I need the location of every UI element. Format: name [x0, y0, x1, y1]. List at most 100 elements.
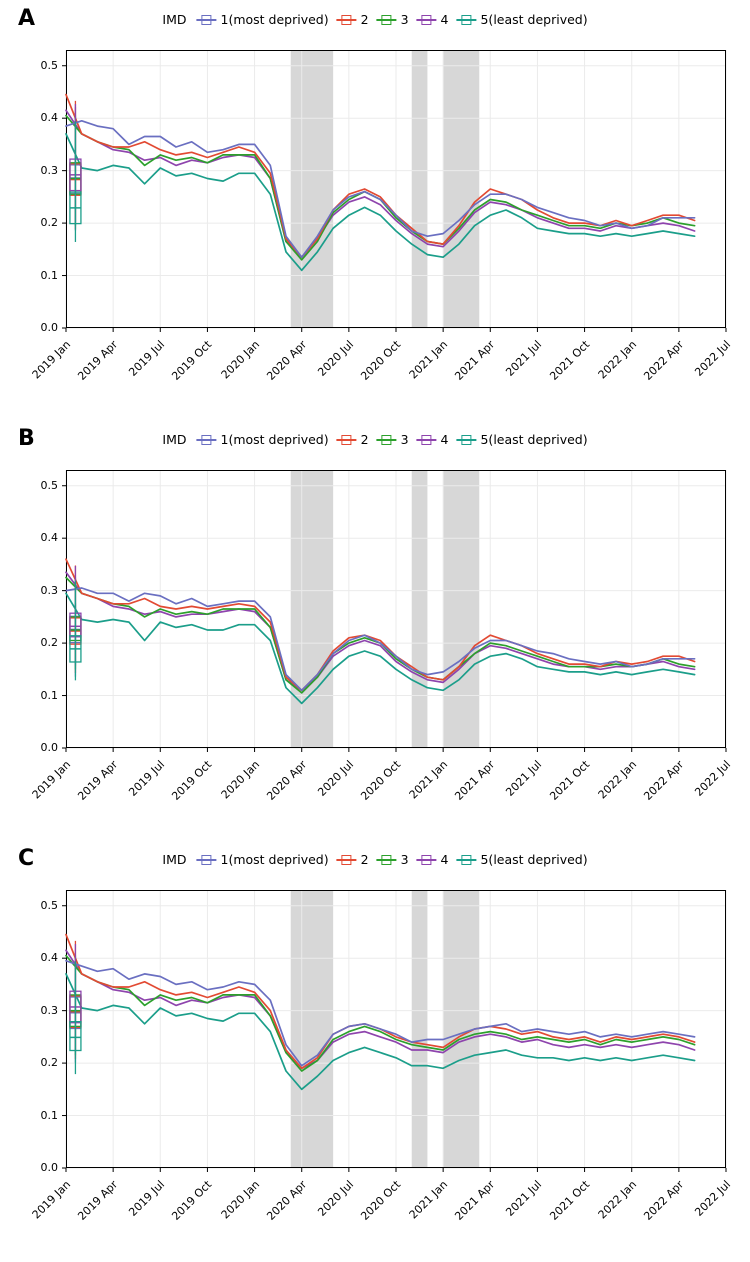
ytick-label: 0.2 [41, 216, 59, 229]
legend-item-imd2: 2 [337, 12, 369, 27]
legend-title: IMD [162, 852, 186, 867]
xtick-label: 2022 Jan [595, 758, 638, 801]
legend-item-imd1: 1(most deprived) [197, 432, 329, 447]
legend-item-imd2: 2 [337, 852, 369, 867]
xtick-label: 2022 Apr [641, 1178, 686, 1223]
legend-item-imd5: 5(least deprived) [456, 432, 587, 447]
xtick-label: 2021 Apr [453, 758, 498, 803]
xtick-label: 2019 Oct [170, 338, 215, 383]
xtick-label: 2021 Jul [504, 338, 545, 379]
legend-swatch [197, 434, 217, 446]
ytick-label: 0.3 [41, 1004, 59, 1017]
panel-letter: A [18, 6, 35, 31]
xtick-label: 2019 Oct [170, 1178, 215, 1223]
xtick-label: 2020 Apr [264, 338, 309, 383]
xtick-label: 2022 Jul [692, 758, 733, 799]
legend-label: 4 [441, 852, 449, 867]
legend-item-imd3: 3 [377, 852, 409, 867]
legend-label: 2 [361, 852, 369, 867]
panel-A: A IMD 1(most deprived) 2 3 4 5(least deprived)… [0, 0, 750, 420]
legend-label: 3 [401, 12, 409, 27]
ytick-label: 0.0 [41, 1161, 59, 1174]
xtick-label: 2020 Jan [218, 758, 261, 801]
legend-label: 3 [401, 852, 409, 867]
legend-swatch [417, 854, 437, 866]
legend-item-imd3: 3 [377, 432, 409, 447]
legend-swatch [337, 14, 357, 26]
xtick-label: 2021 Apr [453, 338, 498, 383]
legend-title: IMD [162, 12, 186, 27]
xtick-label: 2021 Jul [504, 758, 545, 799]
legend-swatch [197, 14, 217, 26]
panel-letter: B [18, 426, 35, 451]
xtick-label: 2021 Oct [547, 1178, 592, 1223]
xtick-label: 2022 Apr [641, 758, 686, 803]
plot-svg [66, 890, 726, 1168]
ytick-label: 0.1 [41, 689, 59, 702]
xtick-label: 2020 Jul [315, 338, 356, 379]
legend-item-imd4: 4 [417, 852, 449, 867]
ytick-label: 0.5 [41, 899, 59, 912]
xtick-label: 2022 Jan [595, 338, 638, 381]
legend-swatch [337, 434, 357, 446]
legend-item-imd1: 1(most deprived) [197, 852, 329, 867]
xtick-label: 2019 Jul [127, 758, 168, 799]
xtick-label: 2021 Jan [407, 758, 450, 801]
ytick-label: 0.2 [41, 636, 59, 649]
xtick-label: 2021 Oct [547, 758, 592, 803]
legend-label: 1(most deprived) [221, 12, 329, 27]
legend-swatch [456, 854, 476, 866]
xtick-label: 2020 Apr [264, 758, 309, 803]
ytick-label: 0.3 [41, 164, 59, 177]
legend-label: 4 [441, 432, 449, 447]
legend-swatch [456, 14, 476, 26]
ytick-label: 0.1 [41, 269, 59, 282]
legend-item-imd4: 4 [417, 12, 449, 27]
ytick-label: 0.5 [41, 59, 59, 72]
ytick-label: 0.1 [41, 1109, 59, 1122]
ytick-label: 0.4 [41, 111, 59, 124]
xtick-label: 2022 Jan [595, 1178, 638, 1221]
figure-root: A IMD 1(most deprived) 2 3 4 5(least deprived)… [0, 0, 750, 1262]
legend-swatch [456, 434, 476, 446]
xtick-label: 2020 Jan [218, 338, 261, 381]
legend: IMD 1(most deprived) 2 3 4 5(least deprived) [162, 852, 587, 867]
legend-label: 4 [441, 12, 449, 27]
legend-item-imd5: 5(least deprived) [456, 852, 587, 867]
legend-label: 2 [361, 432, 369, 447]
xtick-label: 2020 Jul [315, 1178, 356, 1219]
legend-swatch [337, 854, 357, 866]
xtick-label: 2020 Oct [358, 758, 403, 803]
xtick-label: 2019 Apr [75, 1178, 120, 1223]
xtick-label: 2019 Apr [75, 338, 120, 383]
xtick-label: 2021 Jan [407, 1178, 450, 1221]
legend-item-imd4: 4 [417, 432, 449, 447]
xtick-label: 2019 Apr [75, 758, 120, 803]
legend-label: 5(least deprived) [480, 12, 587, 27]
plot-svg [66, 470, 726, 748]
legend-swatch [377, 434, 397, 446]
legend-item-imd1: 1(most deprived) [197, 12, 329, 27]
legend-item-imd3: 3 [377, 12, 409, 27]
legend-label: 3 [401, 432, 409, 447]
ytick-label: 0.5 [41, 479, 59, 492]
xtick-label: 2019 Jul [127, 338, 168, 379]
ytick-label: 0.0 [41, 741, 59, 754]
ytick-label: 0.4 [41, 531, 59, 544]
xtick-label: 2019 Oct [170, 758, 215, 803]
legend: IMD 1(most deprived) 2 3 4 5(least deprived) [162, 12, 587, 27]
legend: IMD1(most deprived)2345(least deprived) [162, 432, 587, 447]
xtick-label: 2021 Jan [407, 338, 450, 381]
xtick-label: 2022 Jul [692, 1178, 733, 1219]
legend-swatch [377, 854, 397, 866]
legend-swatch [377, 14, 397, 26]
legend-label: 1(most deprived) [221, 432, 329, 447]
xtick-label: 2021 Oct [547, 338, 592, 383]
legend-label: 1(most deprived) [221, 852, 329, 867]
xtick-label: 2020 Apr [264, 1178, 309, 1223]
legend-item-imd2: 2 [337, 432, 369, 447]
ytick-label: 0.3 [41, 584, 59, 597]
legend-swatch [417, 434, 437, 446]
xtick-label: 2020 Jul [315, 758, 356, 799]
ytick-label: 0.2 [41, 1056, 59, 1069]
